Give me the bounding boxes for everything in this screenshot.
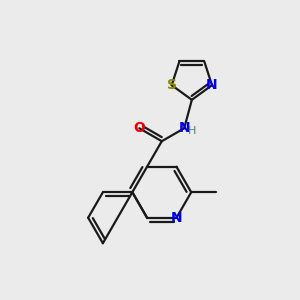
Text: S: S <box>167 78 177 92</box>
Text: H: H <box>188 126 196 136</box>
Text: N: N <box>178 121 190 135</box>
Text: O: O <box>134 121 145 135</box>
Text: N: N <box>206 78 218 92</box>
Text: N: N <box>171 211 182 225</box>
